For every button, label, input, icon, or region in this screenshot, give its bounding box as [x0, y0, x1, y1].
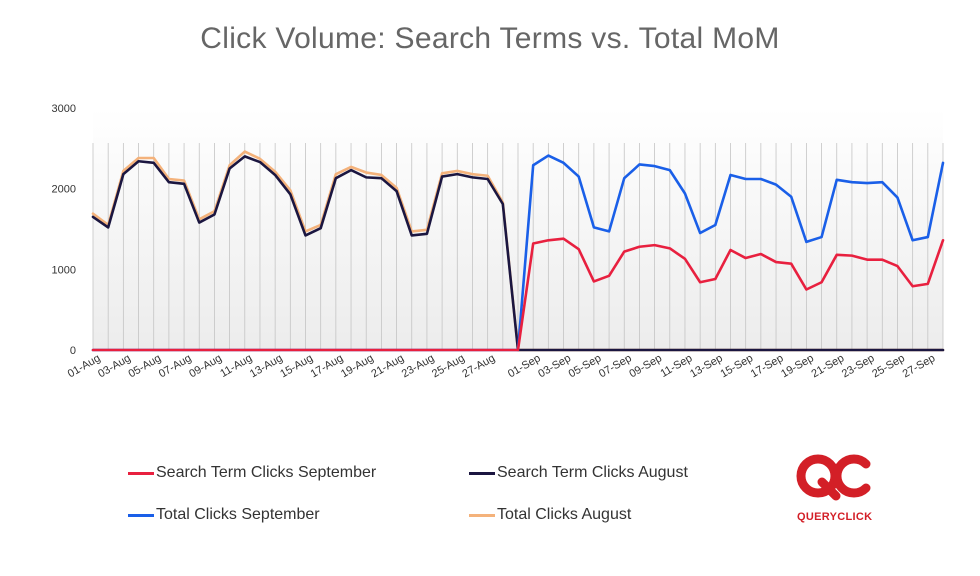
x-tick-label: 23-Aug	[400, 352, 437, 380]
x-tick-label: 25-Aug	[430, 352, 467, 380]
y-tick-label: 1000	[52, 264, 76, 276]
x-tick-label: 13-Sep	[688, 352, 725, 380]
x-tick-label: 15-Aug	[278, 352, 315, 380]
x-tick-label: 07-Sep	[597, 352, 634, 380]
legend-label: Search Term Clicks September	[156, 464, 377, 481]
legend-item-total-aug: Total Clicks August	[469, 506, 631, 524]
legend-label: Total Clicks August	[497, 506, 632, 523]
chart-title: Click Volume: Search Terms vs. Total MoM	[200, 22, 780, 55]
x-tick-label: 19-Aug	[339, 352, 376, 380]
x-tick-label: 25-Sep	[870, 352, 907, 380]
legend-swatch	[128, 471, 154, 475]
x-tick-label: 01-Sep	[506, 352, 543, 380]
legend-swatch	[128, 513, 154, 517]
legend-item-search-sep: Search Term Clicks September	[128, 464, 376, 482]
legend-item-search-aug: Search Term Clicks August	[469, 464, 688, 482]
y-tick-label: 2000	[52, 184, 76, 196]
x-tick-label: 27-Sep	[901, 352, 938, 380]
legend-swatch	[469, 513, 495, 517]
legend-label: Search Term Clicks August	[497, 464, 688, 481]
x-tick-label: 27-Aug	[460, 352, 497, 380]
legend-item-total-sep: Total Clicks September	[128, 506, 320, 524]
x-tick-label: 19-Sep	[779, 352, 816, 380]
x-tick-label: 15-Sep	[718, 352, 755, 380]
x-tick-label: 17-Sep	[749, 352, 786, 380]
x-tick-label: 11-Sep	[658, 352, 694, 380]
x-tick-label: 03-Aug	[96, 352, 133, 380]
y-tick-label: 3000	[52, 103, 76, 115]
y-tick-label: 0	[70, 345, 76, 357]
x-tick-label: 07-Aug	[157, 352, 194, 380]
x-tick-label: 09-Aug	[187, 352, 224, 380]
x-tick-label: 17-Aug	[309, 352, 346, 380]
x-tick-label: 21-Aug	[369, 352, 406, 380]
x-tick-label: 05-Aug	[126, 352, 163, 380]
series-line-search-term-clicks-september	[91, 237, 945, 352]
x-tick-label: 03-Sep	[536, 352, 573, 380]
logo-text: QUERYCLICK	[797, 511, 873, 523]
x-tick-label: 05-Sep	[567, 352, 604, 380]
x-tick-label: 23-Sep	[840, 352, 877, 380]
legend-swatch	[469, 471, 495, 475]
legend-label: Total Clicks September	[156, 506, 320, 523]
x-tick-label: 11-Aug	[218, 352, 254, 380]
x-tick-label: 21-Sep	[810, 352, 847, 380]
x-tick-label: 13-Aug	[248, 352, 285, 380]
x-tick-label: 09-Sep	[627, 352, 664, 380]
queryclick-logo-icon	[796, 454, 871, 501]
